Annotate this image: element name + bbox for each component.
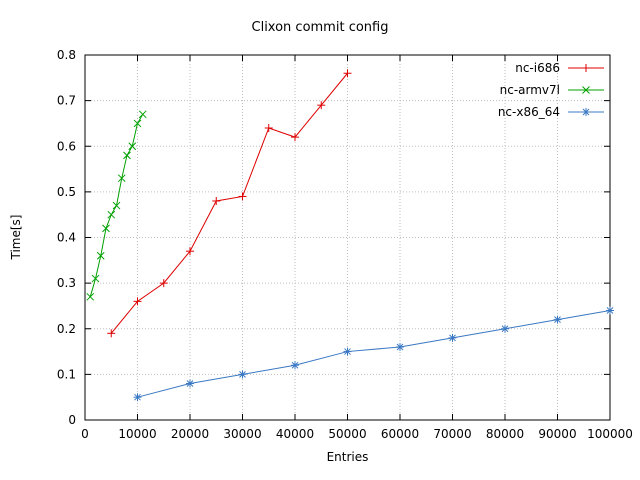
cross-marker [582,86,590,94]
y-tick-label: 0 [68,413,76,427]
y-tick-label: 0.3 [57,276,76,290]
cross-marker [102,224,110,233]
cross-marker [91,274,100,283]
asterisk-marker [291,361,299,369]
x-tick-label: 0 [81,427,89,441]
x-tick-label: 50000 [328,427,366,441]
asterisk-marker [186,380,194,387]
asterisk-marker [396,343,404,351]
cross-marker [128,142,137,151]
asterisk-marker [554,316,561,323]
x-tick-label: 10000 [118,427,156,441]
x-tick-label: 90000 [538,427,576,441]
y-axis-label: Time[s] [9,214,23,260]
asterisk-marker [449,334,456,342]
x-axis-label: Entries [326,450,369,464]
cross-marker [107,210,116,219]
asterisk-marker [606,307,614,314]
legend-label-nc-armv7l: nc-armv7l [500,83,560,97]
x-tick-label: 70000 [433,427,471,441]
asterisk-marker [239,371,246,378]
y-tick-label: 0.5 [57,185,76,199]
series-line-nc-i686 [110,72,348,334]
cross-marker [123,151,131,160]
legend-label-nc-i686: nc-i686 [515,61,560,75]
x-tick-label: 60000 [381,427,419,441]
asterisk-marker [582,108,590,116]
x-tick-label: 20000 [171,427,209,441]
y-tick-label: 0.6 [57,139,76,153]
cross-marker [86,292,95,301]
y-tick-label: 0.8 [57,48,76,62]
cross-marker [138,110,147,119]
legend-label-nc-x86_64: nc-x86_64 [498,105,560,119]
y-tick-label: 0.4 [57,231,76,245]
y-tick-label: 0.2 [57,322,76,336]
chart-title: Clixon commit config [251,20,389,35]
x-tick-label: 40000 [276,427,314,441]
x-tick-label: 30000 [223,427,261,441]
cross-marker [112,201,121,210]
series-line-nc-x86_64 [137,310,611,398]
y-tick-label: 0.7 [57,94,76,108]
x-tick-label: 80000 [486,427,524,441]
asterisk-marker [134,393,141,401]
x-tick-label: 100000 [587,427,633,441]
cross-marker [133,119,142,128]
cross-marker [117,174,126,183]
asterisk-marker [344,348,351,355]
y-tick-label: 0.1 [57,367,76,381]
asterisk-marker [501,325,509,333]
cross-marker [96,251,105,260]
